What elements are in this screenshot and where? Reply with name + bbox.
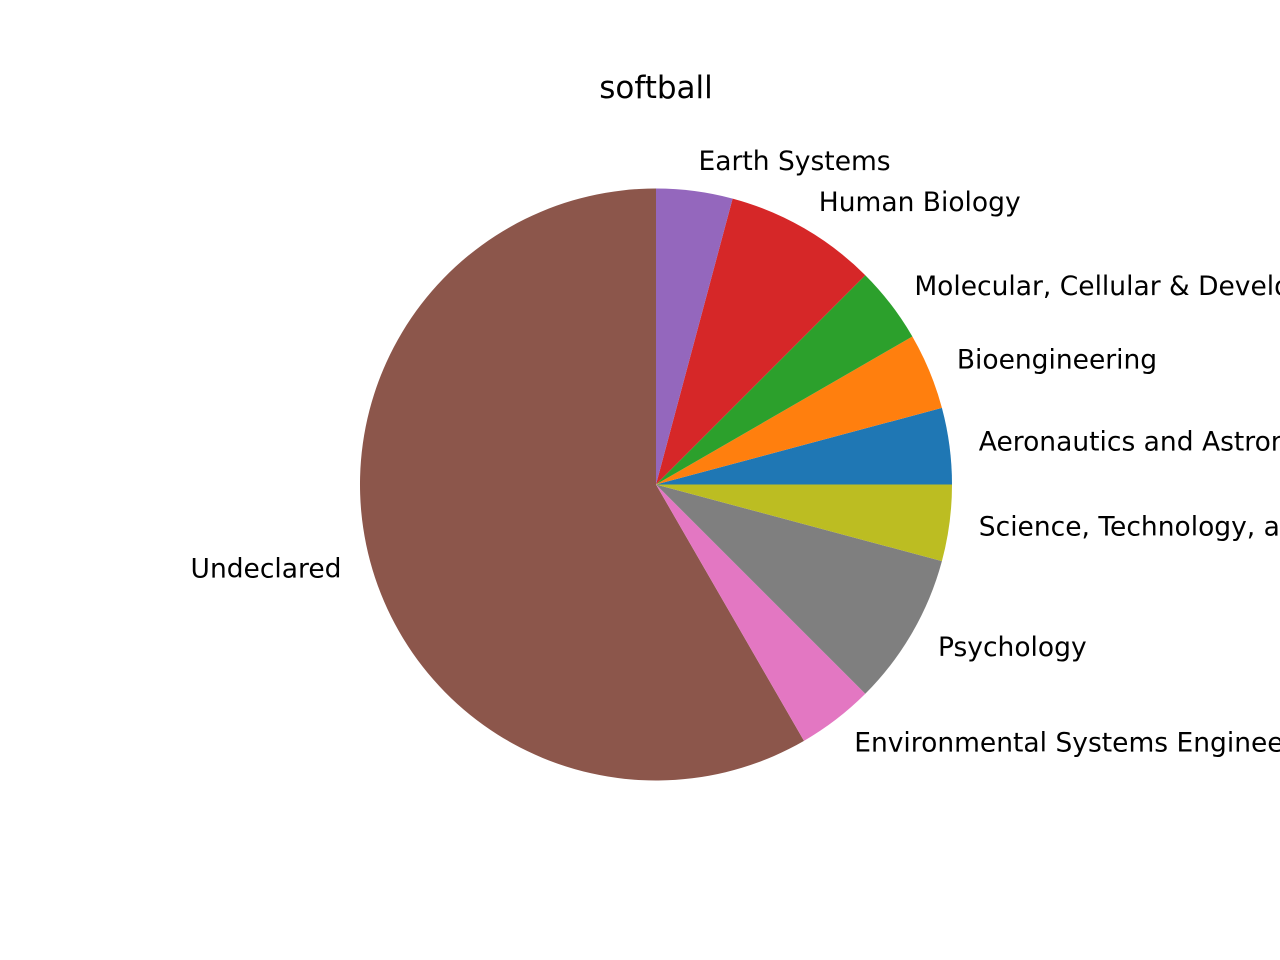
pie-label-psychology: Psychology bbox=[938, 632, 1087, 663]
pie-label-undeclared: Undeclared bbox=[191, 553, 342, 584]
pie-label-bioengineering: Bioengineering bbox=[957, 344, 1157, 375]
pie-label-environmental-systems-engineering: Environmental Systems Engineering bbox=[854, 727, 1280, 758]
pie-label-science-technology-and-society: Science, Technology, and Society bbox=[979, 512, 1280, 543]
pie-label-human-biology: Human Biology bbox=[819, 187, 1021, 218]
pie-slices bbox=[360, 189, 952, 781]
chart-title: softball bbox=[599, 70, 713, 106]
pie-label-earth-systems: Earth Systems bbox=[699, 146, 891, 177]
pie-label-aeronautics-and-astronautics: Aeronautics and Astronautics bbox=[979, 427, 1280, 458]
pie-label-molecular-cellular-developmental-biology: Molecular, Cellular & Developmental Biol… bbox=[914, 271, 1280, 302]
